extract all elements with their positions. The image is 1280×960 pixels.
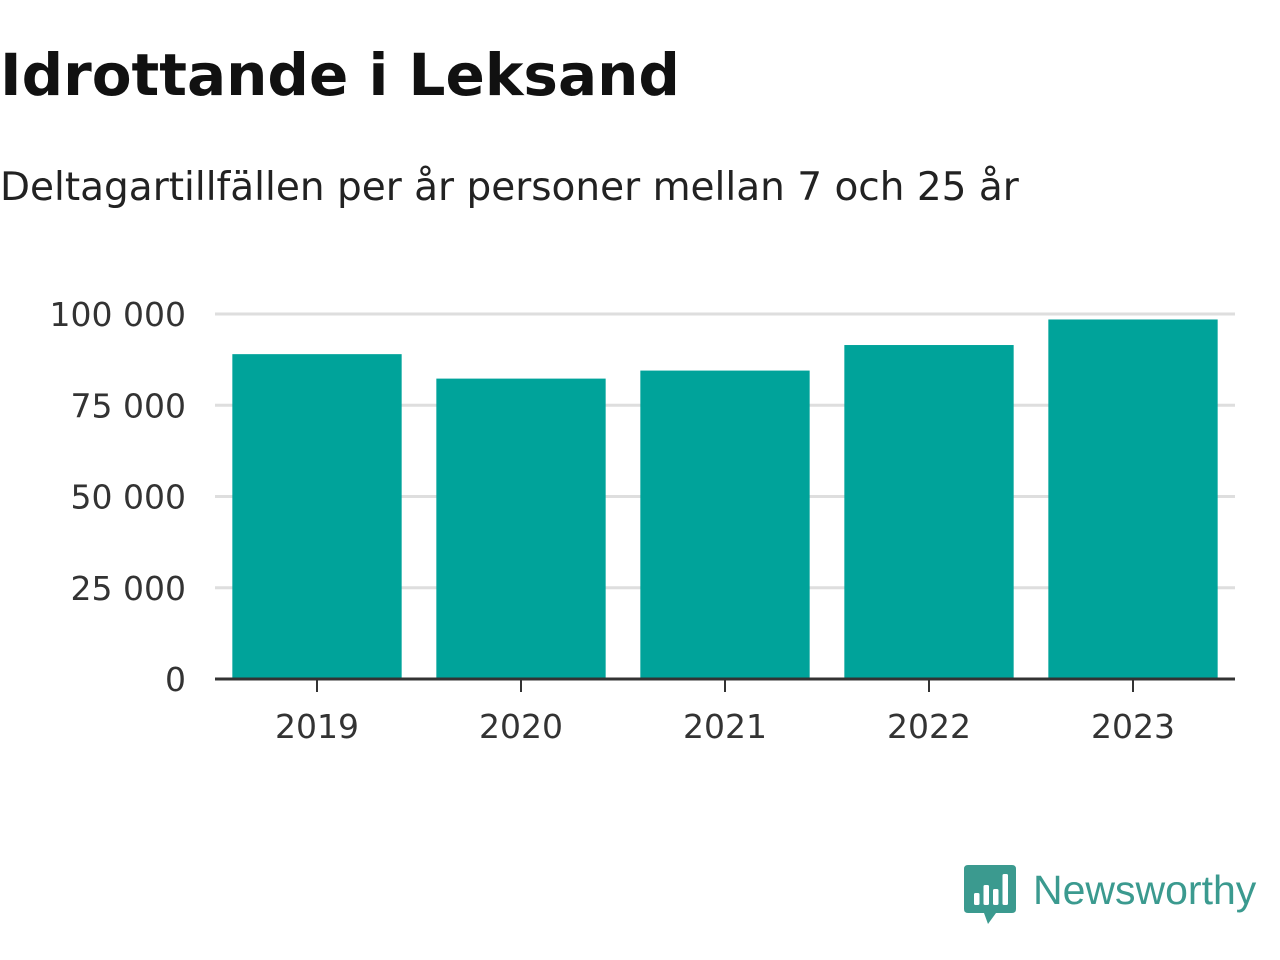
logo-bar-3 — [993, 889, 999, 905]
branding: Newsworthy — [964, 865, 1256, 927]
bar-2019 — [232, 354, 402, 679]
x-tick-label: 2020 — [479, 707, 563, 746]
bar-2022 — [844, 345, 1014, 679]
bars — [232, 319, 1218, 679]
y-axis: 0 25 000 50 000 75 000 100 000 — [50, 295, 186, 699]
logo-speech-bubble — [964, 865, 1016, 924]
logo-bar-1 — [974, 893, 980, 905]
brand-name: Newsworthy — [1033, 867, 1257, 913]
y-tick-label: 100 000 — [50, 295, 186, 334]
y-tick-label: 50 000 — [71, 478, 186, 517]
logo-bar-2 — [983, 885, 989, 905]
x-tick-label: 2021 — [683, 707, 767, 746]
y-tick-label: 0 — [165, 660, 186, 699]
bar-2023 — [1048, 319, 1218, 679]
bar-2021 — [640, 370, 810, 679]
bar-2020 — [436, 378, 606, 679]
chart-title: Idrottande i Leksand — [0, 41, 680, 109]
x-axis: 2019 2020 2021 2022 2023 — [215, 677, 1235, 746]
chart-subtitle: Deltagartillfällen per år personer mella… — [0, 165, 1019, 210]
x-tick-label: 2023 — [1091, 707, 1175, 746]
logo-bar-4 — [1002, 874, 1008, 905]
x-tick-label: 2022 — [887, 707, 971, 746]
x-tick-label: 2019 — [275, 707, 359, 746]
y-tick-label: 25 000 — [71, 569, 186, 608]
y-tick-label: 75 000 — [71, 386, 186, 425]
newsworthy-logo-icon — [964, 865, 1016, 924]
